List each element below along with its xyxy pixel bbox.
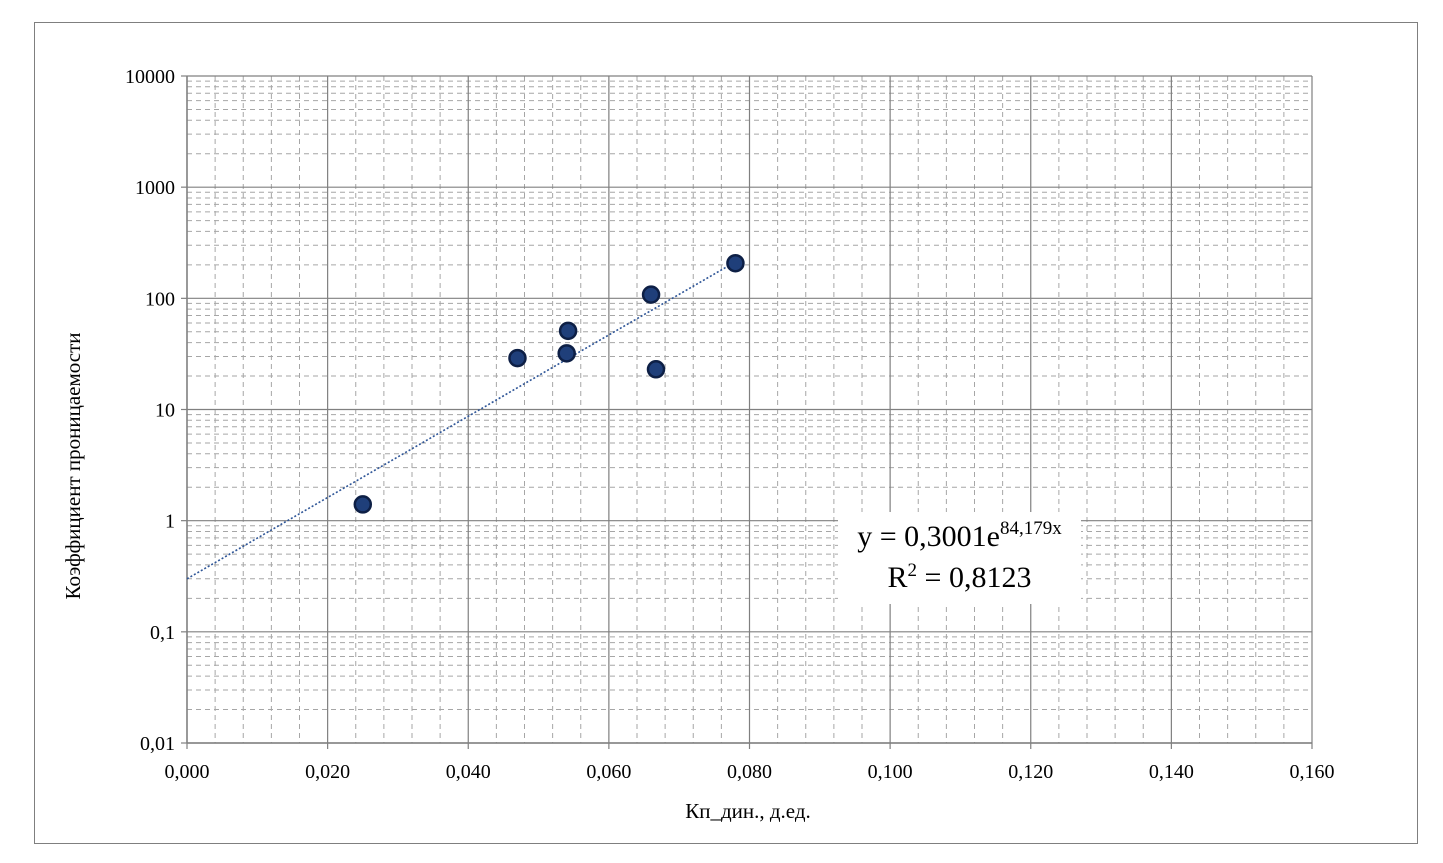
y-axis-title: Коэффициент проницаемости xyxy=(61,332,85,599)
data-point xyxy=(557,344,576,363)
data-point xyxy=(558,321,578,341)
trendline-equation-box: y = 0,3001e84,179x R2 = 0,8123 xyxy=(838,512,1081,604)
data-point xyxy=(508,348,527,368)
y-tick-label: 10000 xyxy=(125,66,175,88)
grid-lines xyxy=(186,75,1313,744)
r-squared-power: 2 xyxy=(907,560,918,581)
y-tick-label: 1000 xyxy=(135,177,175,199)
x-tick-label: 0,060 xyxy=(586,761,631,783)
r-squared-symbol: R xyxy=(887,561,908,594)
x-tick-label: 0,100 xyxy=(868,761,913,783)
y-tick-label: 1 xyxy=(165,511,175,533)
y-tick-label: 0,1 xyxy=(150,622,175,644)
data-point xyxy=(641,285,661,304)
x-tick-label: 0,020 xyxy=(305,761,350,783)
x-tick-label: 0,120 xyxy=(1008,761,1053,783)
x-tick-label: 0,080 xyxy=(727,761,772,783)
data-point xyxy=(726,253,745,273)
chart-frame xyxy=(34,22,1418,844)
y-tick-label: 0,01 xyxy=(140,733,175,755)
r-squared-value: = 0,8123 xyxy=(917,561,1032,594)
equation-base: y = 0,3001e xyxy=(857,520,1000,553)
data-points xyxy=(353,253,745,514)
data-point xyxy=(646,360,666,379)
y-tick-label: 100 xyxy=(145,288,175,310)
trendline xyxy=(186,261,736,580)
trendline-group xyxy=(186,261,736,580)
trendline-equation: y = 0,3001e84,179x xyxy=(838,518,1081,554)
x-tick-label: 0,160 xyxy=(1290,761,1335,783)
x-axis-title: Кп_дин., д.ед. xyxy=(685,799,811,823)
x-tick-label: 0,000 xyxy=(165,761,210,783)
x-tick-label: 0,040 xyxy=(446,761,491,783)
y-tick-label: 10 xyxy=(155,400,175,422)
x-tick-label: 0,140 xyxy=(1149,761,1194,783)
equation-exponent: 84,179x xyxy=(999,518,1062,539)
data-point xyxy=(353,495,373,514)
r-squared: R2 = 0,8123 xyxy=(838,560,1081,595)
tick-labels: 0,000 0,020 0,040 0,060 0,080 0,100 0,120 0,140… xyxy=(125,66,1335,783)
axes xyxy=(181,75,1313,749)
